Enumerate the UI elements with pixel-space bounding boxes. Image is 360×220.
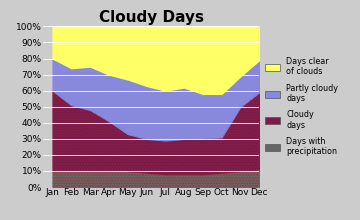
Legend: Days clear
of clouds, Partly cloudy
days, Cloudy
days, Days with
precipitation: Days clear of clouds, Partly cloudy days… (265, 57, 338, 156)
Title: Cloudy Days: Cloudy Days (99, 10, 204, 25)
